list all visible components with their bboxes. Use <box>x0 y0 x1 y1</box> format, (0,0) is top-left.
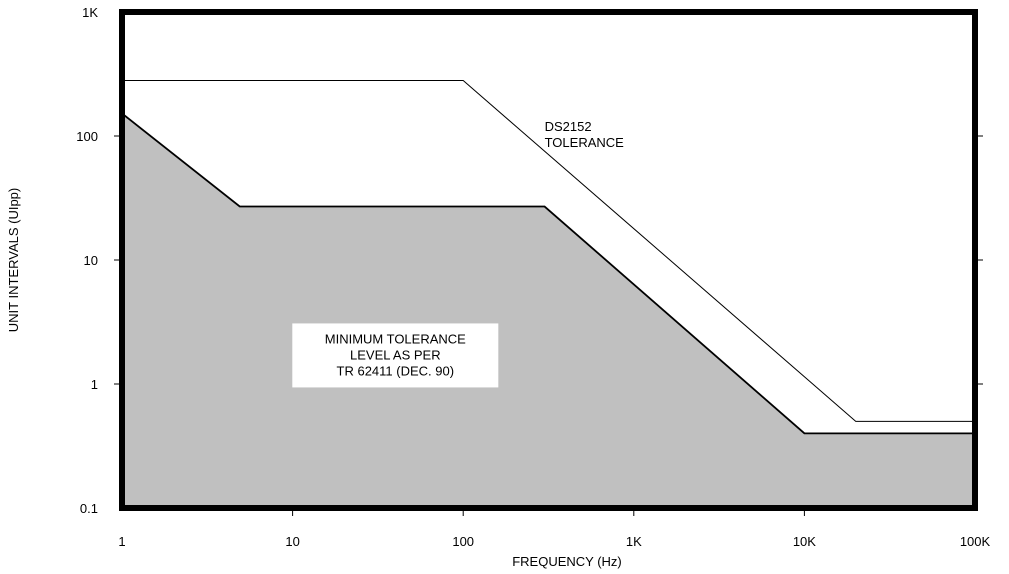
plot-frame <box>119 9 978 511</box>
y-axis-title: UNIT INTERVALS (UIpp) <box>6 188 21 332</box>
annotation-text: TOLERANCE <box>545 135 625 150</box>
plot-area <box>121 12 975 509</box>
ds2152-tolerance-line <box>122 80 975 422</box>
annotation-text: MINIMUM TOLERANCE <box>325 331 466 346</box>
y-tick-label: 0.1 <box>80 501 98 516</box>
axis-ticks: 1 10 100 1K 10K 100K 0.1 1 10 100 1K <box>76 5 990 549</box>
x-axis-title: FREQUENCY (Hz) <box>512 554 622 569</box>
plot-border <box>119 9 978 511</box>
annotation-text: DS2152 <box>545 119 592 134</box>
y-tick-label: 1 <box>91 377 98 392</box>
x-tick-label: 1 <box>118 534 125 549</box>
y-tick-label: 100 <box>76 129 98 144</box>
minimum-tolerance-edge <box>121 112 975 435</box>
x-tick-label: 10 <box>285 534 299 549</box>
x-tick-label: 100 <box>452 534 474 549</box>
y-tick-label: 1K <box>82 5 98 20</box>
y-tick-label: 10 <box>84 253 98 268</box>
annotation-text: LEVEL AS PER <box>350 347 441 362</box>
x-tick-label: 10K <box>793 534 816 549</box>
annotation-text: TR 62411 (DEC. 90) <box>337 363 455 378</box>
annotation-box <box>292 323 499 388</box>
x-tick-label: 100K <box>960 534 991 549</box>
minimum-tolerance-area <box>122 113 975 509</box>
x-tick-label: 1K <box>626 534 642 549</box>
